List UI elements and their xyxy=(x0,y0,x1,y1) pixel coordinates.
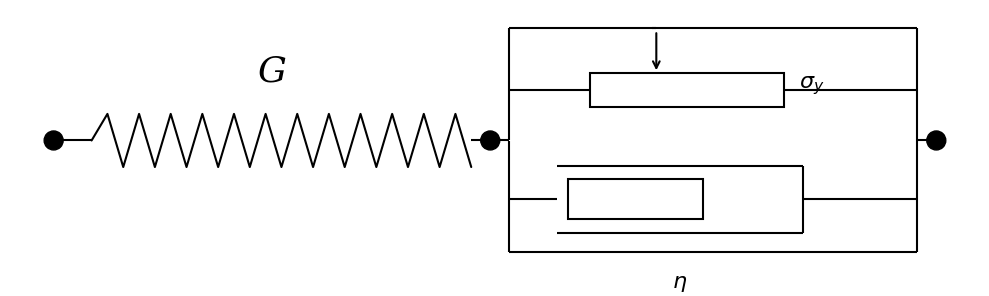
Circle shape xyxy=(45,131,63,150)
Bar xyxy=(568,179,703,219)
Bar xyxy=(589,73,784,107)
Text: $\sigma_y$: $\sigma_y$ xyxy=(799,74,824,97)
Circle shape xyxy=(927,131,945,150)
Circle shape xyxy=(481,131,499,150)
Text: G: G xyxy=(257,54,287,88)
Text: $\eta$: $\eta$ xyxy=(673,272,687,295)
